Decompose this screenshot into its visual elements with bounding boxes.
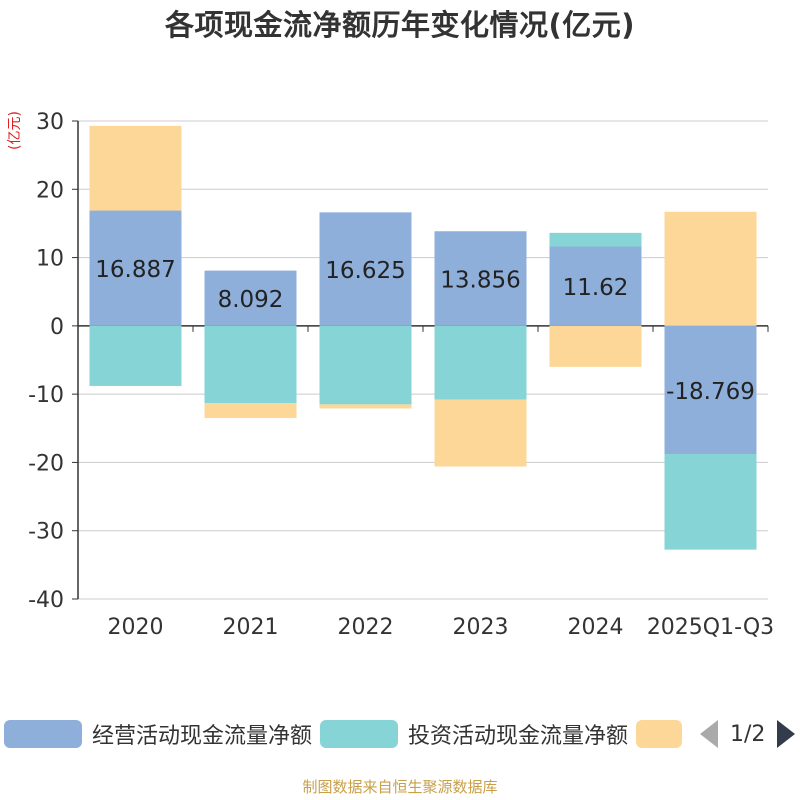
bar-operating xyxy=(319,212,412,326)
legend-pager: 1/2 xyxy=(700,714,796,754)
legend-label-operating: 经营活动现金流量净额 xyxy=(92,724,313,749)
bar-operating xyxy=(434,231,527,326)
x-category-label: 2020 xyxy=(108,615,164,640)
legend-item-investing[interactable]: 投资活动现金流量净额 xyxy=(320,714,628,754)
bar-investing xyxy=(89,325,182,386)
chart-title: 各项现金流净额历年变化情况(亿元) xyxy=(164,8,635,42)
bar-financing xyxy=(204,403,297,419)
legend: 经营活动现金流量净额 投资活动现金流量净额 xyxy=(0,714,800,754)
x-category-label: 2023 xyxy=(453,615,509,640)
data-label: -18.769 xyxy=(666,379,755,405)
chart-canvas: 30 20 10 0 -10 -20 -30 -40 16.887 8.092 16.625 13.8… xyxy=(28,110,774,640)
data-label: 8.092 xyxy=(218,287,284,313)
y-tick-label: 20 xyxy=(36,178,64,203)
y-tick-label: 10 xyxy=(36,247,64,272)
data-label: 16.625 xyxy=(325,258,405,284)
bar-operating xyxy=(204,270,297,326)
bar-investing xyxy=(434,325,527,400)
bar-financing xyxy=(319,404,412,409)
data-source-footer: 制图数据来自恒生聚源数据库 xyxy=(302,778,498,796)
legend-item-operating[interactable]: 经营活动现金流量净额 xyxy=(4,714,312,754)
y-tick-label: -30 xyxy=(28,520,64,545)
legend-swatch-operating xyxy=(4,720,82,748)
data-label: 13.856 xyxy=(440,268,520,294)
bar-financing xyxy=(89,125,182,211)
bar-investing xyxy=(664,454,757,550)
bar-financing xyxy=(664,211,757,326)
bar-operating xyxy=(89,210,182,326)
bar-operating xyxy=(664,325,757,455)
legend-next-icon[interactable] xyxy=(777,720,796,748)
bar-financing xyxy=(549,325,642,367)
bar-investing xyxy=(549,232,642,247)
bar-operating xyxy=(549,246,642,326)
legend-prev-icon[interactable] xyxy=(700,720,718,748)
y-tick-label: -10 xyxy=(28,383,64,408)
x-category-label: 2021 xyxy=(223,615,279,640)
x-category-label: 2025Q1-Q3 xyxy=(647,615,774,640)
legend-label-investing: 投资活动现金流量净额 xyxy=(408,724,629,749)
y-tick-label: 0 xyxy=(50,315,64,340)
x-category-label: 2024 xyxy=(568,615,624,640)
legend-swatch-financing xyxy=(636,720,682,748)
data-label: 16.887 xyxy=(95,257,175,283)
x-category-label: 2022 xyxy=(338,615,394,640)
legend-item-financing[interactable] xyxy=(636,714,682,754)
legend-swatch-investing xyxy=(320,720,398,748)
bar-investing xyxy=(204,325,297,404)
bar-investing xyxy=(319,325,412,405)
legend-page-indicator: 1/2 xyxy=(730,721,766,747)
y-tick-label: -40 xyxy=(28,588,64,613)
y-tick-label: -20 xyxy=(28,451,64,476)
y-tick-label: 30 xyxy=(36,110,64,135)
data-label: 11.62 xyxy=(563,275,629,301)
bar-financing xyxy=(434,399,527,467)
